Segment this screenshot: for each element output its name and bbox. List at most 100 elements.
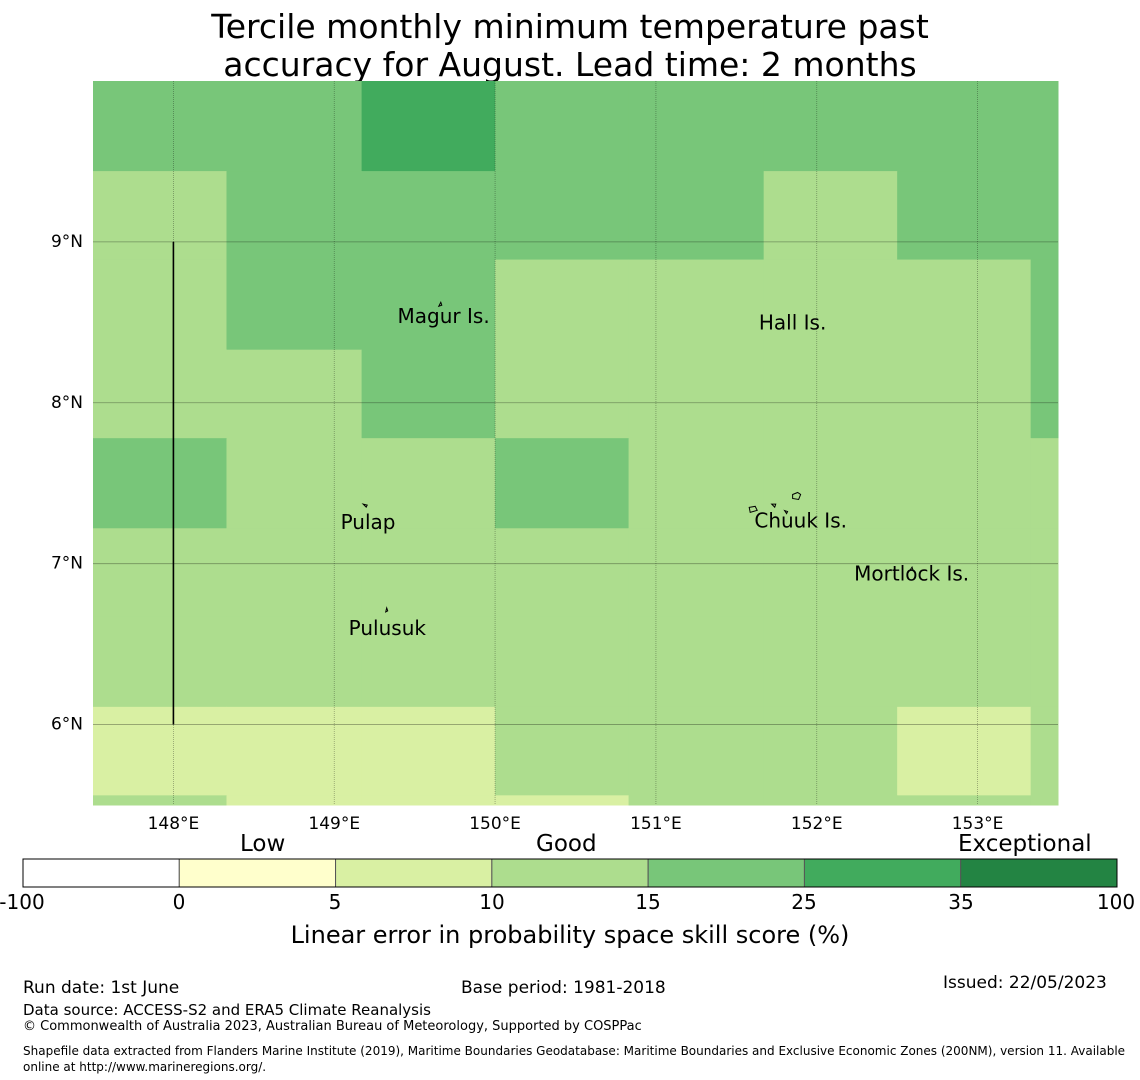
grid-cell bbox=[628, 171, 765, 261]
base-period: Base period: 1981-2018 bbox=[461, 978, 666, 998]
colorbar-tick: 15 bbox=[635, 890, 661, 914]
grid-cell bbox=[93, 706, 227, 796]
shapefile-credit-line-2: online at http://www.marineregions.org/. bbox=[23, 1060, 267, 1074]
grid-cell bbox=[763, 616, 898, 708]
grid-cell bbox=[763, 171, 898, 261]
grid-cell bbox=[226, 81, 363, 172]
category-label-low: Low bbox=[240, 831, 286, 857]
grid-cell bbox=[628, 795, 765, 806]
copyright: © Commonwealth of Australia 2023, Austra… bbox=[23, 1019, 642, 1034]
longitude-tick-label: 149°E bbox=[308, 814, 360, 834]
colorbar-tick: -100 bbox=[0, 890, 45, 914]
category-label-good: Good bbox=[536, 831, 597, 857]
grid-cell bbox=[361, 259, 496, 351]
longitude-tick-label: 153°E bbox=[952, 814, 1004, 834]
grid-cell bbox=[226, 706, 363, 796]
grid-cell bbox=[361, 795, 496, 806]
place-label: Pulusuk bbox=[349, 616, 427, 640]
grid-cell bbox=[226, 349, 363, 439]
place-label: Mortlock Is. bbox=[854, 561, 969, 585]
colorbar-tick: 10 bbox=[479, 890, 505, 914]
grid-cell bbox=[361, 81, 496, 172]
grid-cell bbox=[226, 171, 363, 261]
grid-cell bbox=[361, 528, 496, 618]
grid-cell bbox=[628, 259, 765, 351]
grid-cell bbox=[495, 349, 630, 439]
grid-cell bbox=[628, 438, 765, 529]
grid-cell bbox=[897, 616, 1032, 708]
grid-cell bbox=[226, 616, 363, 708]
grid-cell bbox=[93, 171, 227, 261]
island-outline bbox=[792, 491, 802, 501]
colorbar-segment bbox=[22, 858, 180, 888]
grid-cell bbox=[93, 259, 227, 351]
place-label: Pulap bbox=[341, 510, 396, 534]
grid-cell bbox=[628, 81, 765, 172]
grid-cell bbox=[495, 171, 630, 261]
grid-cell bbox=[1030, 795, 1059, 806]
latitude-tick-label: 7°N bbox=[51, 554, 83, 574]
colorbar-label: Linear error in probability space skill … bbox=[290, 921, 850, 949]
colorbar-tick: 25 bbox=[791, 890, 817, 914]
grid-cell bbox=[1030, 171, 1059, 261]
colorbar-frame bbox=[22, 858, 1118, 888]
grid-cell bbox=[897, 528, 1032, 618]
colorbar-segment bbox=[647, 858, 805, 888]
map-labels: Magur Is. Hall Is. Pulap Chuuk Is. Mortlock … bbox=[51, 232, 1003, 834]
grid-cell bbox=[226, 795, 363, 806]
grid-cell bbox=[628, 616, 765, 708]
grid-cell bbox=[495, 795, 630, 806]
grid-cell bbox=[93, 81, 227, 172]
grid-cell bbox=[1030, 81, 1059, 172]
data-source: Data source: ACCESS-S2 and ERA5 Climate … bbox=[23, 1001, 431, 1019]
place-label: Hall Is. bbox=[759, 310, 826, 334]
colorbar-tick: 0 bbox=[172, 890, 186, 914]
grid-cell bbox=[361, 616, 496, 708]
grid-cell bbox=[226, 438, 363, 529]
grid-cell bbox=[628, 528, 765, 618]
grid-cell bbox=[897, 438, 1032, 529]
island-outline bbox=[783, 509, 789, 515]
skill-grid-cells bbox=[93, 81, 1059, 806]
grid-cell bbox=[628, 706, 765, 796]
colorbar-segment bbox=[960, 858, 1118, 888]
grid-cell bbox=[361, 171, 496, 261]
grid-cell bbox=[763, 259, 898, 351]
colorbar-tick: 100 bbox=[1096, 890, 1136, 914]
grid-cell bbox=[226, 528, 363, 618]
grid-cell bbox=[763, 706, 898, 796]
grid-cell bbox=[897, 706, 1032, 796]
latitude-tick-label: 6°N bbox=[51, 715, 83, 735]
longitude-tick-label: 150°E bbox=[469, 814, 521, 834]
graticule-lines bbox=[93, 81, 1058, 805]
place-label: Chuuk Is. bbox=[754, 508, 847, 532]
grid-cell bbox=[897, 795, 1032, 806]
longitude-tick-label: 152°E bbox=[791, 814, 843, 834]
grid-cell bbox=[495, 706, 630, 796]
grid-cell bbox=[763, 81, 898, 172]
grid-cell bbox=[763, 349, 898, 439]
colorbar-segment bbox=[803, 858, 962, 888]
grid-cell bbox=[628, 349, 765, 439]
place-label: Magur Is. bbox=[398, 304, 490, 328]
island-outlines bbox=[361, 300, 914, 613]
island-outline bbox=[748, 505, 758, 513]
grid-cell bbox=[93, 349, 227, 439]
grid-cell bbox=[93, 528, 227, 618]
grid-cell bbox=[1030, 616, 1059, 708]
grid-cell bbox=[763, 795, 898, 806]
island-outline bbox=[437, 300, 443, 308]
island-outline bbox=[361, 503, 368, 508]
latitude-tick-label: 9°N bbox=[51, 232, 83, 252]
grid-cell bbox=[1030, 349, 1059, 439]
grid-cell bbox=[226, 259, 363, 351]
run-date: Run date: 1st June bbox=[23, 978, 180, 998]
grid-cell bbox=[897, 81, 1032, 172]
grid-cell bbox=[1030, 438, 1059, 529]
chart-title-line-2: accuracy for August. Lead time: 2 months bbox=[223, 45, 917, 84]
shapefile-credit-line-1: Shapefile data extracted from Flanders M… bbox=[23, 1044, 1126, 1058]
grid-cell bbox=[361, 706, 496, 796]
latitude-tick-label: 8°N bbox=[51, 393, 83, 413]
grid-cell bbox=[495, 528, 630, 618]
